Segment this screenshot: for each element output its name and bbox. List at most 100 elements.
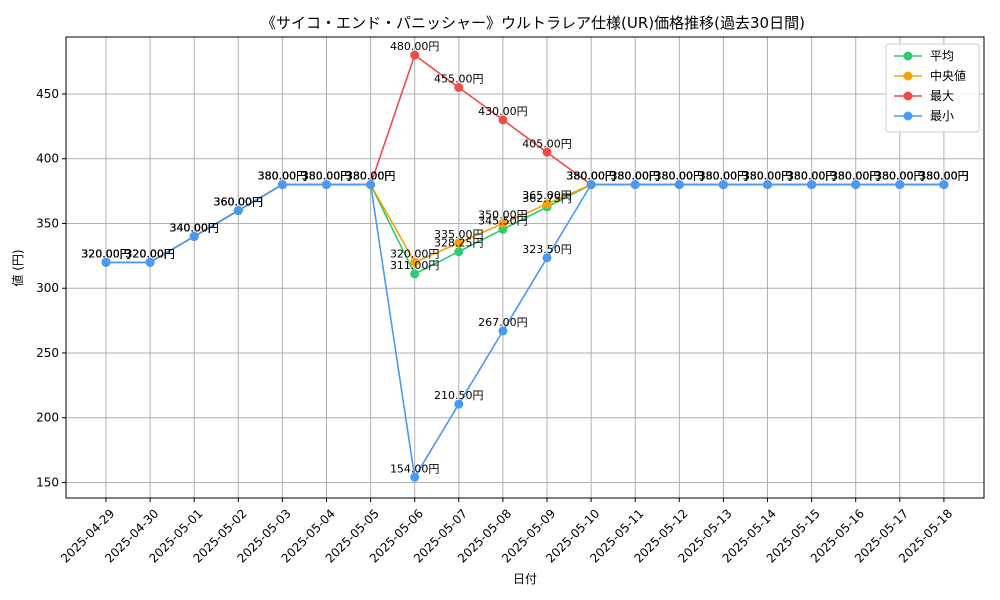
data-label-最小: 323.50円 xyxy=(522,243,572,256)
data-point-最大 xyxy=(498,115,508,125)
data-label-最小: 210.50円 xyxy=(434,389,484,402)
data-label-最小: 380.00円 xyxy=(258,170,308,183)
series-line-最小 xyxy=(106,183,944,479)
data-label-最小: 380.00円 xyxy=(743,170,793,183)
data-label-最小: 267.00円 xyxy=(478,316,528,329)
legend-label-最大: 最大 xyxy=(930,89,954,103)
data-label-平均: 320.00円 xyxy=(81,247,131,260)
data-point-最小 xyxy=(542,253,552,263)
data-label-平均: 362.75円 xyxy=(522,192,572,205)
data-label-中央値: 380.00円 xyxy=(610,170,660,183)
grid xyxy=(66,37,984,498)
data-label-最小: 380.00円 xyxy=(346,170,396,183)
data-point-中央値 xyxy=(498,218,508,228)
legend-box xyxy=(885,43,980,133)
y-tick-label: 250 xyxy=(36,346,59,360)
data-point-中央値 xyxy=(410,257,420,267)
data-label-中央値: 340.00円 xyxy=(169,221,219,234)
data-point-平均 xyxy=(410,269,420,279)
y-tick-label: 200 xyxy=(36,411,59,425)
data-label-中央値: 320.00円 xyxy=(125,247,175,260)
data-label-最大: 320.00円 xyxy=(125,247,175,260)
data-label-最大: 380.00円 xyxy=(610,170,660,183)
data-point-最小 xyxy=(807,180,817,190)
data-label-最大: 380.00円 xyxy=(875,170,925,183)
data-label-最大: 455.00円 xyxy=(434,73,484,86)
data-point-最小 xyxy=(410,472,420,482)
data-label-平均: 380.00円 xyxy=(875,170,925,183)
data-label-平均: 380.00円 xyxy=(699,170,749,183)
data-label-平均: 380.00円 xyxy=(610,170,660,183)
legend-label-中央値: 中央値 xyxy=(930,68,966,83)
data-label-最大: 380.00円 xyxy=(258,170,308,183)
data-point-最小 xyxy=(851,180,861,190)
data-label-平均: 380.00円 xyxy=(566,170,616,183)
data-point-最小 xyxy=(145,257,155,267)
data-label-中央値: 380.00円 xyxy=(258,170,308,183)
data-label-最小: 154.00円 xyxy=(390,462,440,475)
data-label-最大: 380.00円 xyxy=(346,170,396,183)
data-label-中央値: 335.00円 xyxy=(434,228,484,241)
legend-marker-平均 xyxy=(903,51,913,61)
legend-marker-最小 xyxy=(903,111,913,121)
data-label-最小: 380.00円 xyxy=(787,170,837,183)
data-label-中央値: 380.00円 xyxy=(787,170,837,183)
data-label-中央値: 380.00円 xyxy=(566,170,616,183)
legend-label-平均: 平均 xyxy=(930,49,954,63)
data-label-最小: 380.00円 xyxy=(699,170,749,183)
data-label-最小: 380.00円 xyxy=(655,170,705,183)
data-label-中央値: 380.00円 xyxy=(655,170,705,183)
data-point-最小 xyxy=(674,180,684,190)
y-tick-label: 350 xyxy=(36,216,59,230)
plot-frame xyxy=(65,36,985,499)
data-point-最小 xyxy=(498,326,508,336)
series-layer xyxy=(101,50,949,482)
data-label-平均: 311.00円 xyxy=(390,259,440,272)
y-tick-label: 300 xyxy=(36,281,59,295)
data-point-最小 xyxy=(189,231,199,241)
x-axis-label: 日付 xyxy=(513,572,537,586)
data-label-最大: 380.00円 xyxy=(566,170,616,183)
data-label-最大: 380.00円 xyxy=(787,170,837,183)
data-point-最大 xyxy=(542,147,552,157)
data-label-平均: 380.00円 xyxy=(787,170,837,183)
data-label-平均: 360.00円 xyxy=(214,196,264,209)
data-label-平均: 380.00円 xyxy=(831,170,881,183)
data-label-最小: 360.00円 xyxy=(214,196,264,209)
data-label-中央値: 380.00円 xyxy=(699,170,749,183)
data-point-平均 xyxy=(454,247,464,257)
data-label-平均: 380.00円 xyxy=(258,170,308,183)
data-label-最小: 380.00円 xyxy=(302,170,352,183)
data-label-中央値: 380.00円 xyxy=(346,170,396,183)
data-point-最小 xyxy=(718,180,728,190)
data-point-最大 xyxy=(410,50,420,60)
data-label-中央値: 365.00円 xyxy=(522,189,572,202)
data-label-平均: 380.00円 xyxy=(302,170,352,183)
data-labels: 320.00円320.00円340.00円360.00円380.00円380.0… xyxy=(81,40,968,475)
data-label-最大: 320.00円 xyxy=(81,247,131,260)
data-label-平均: 380.00円 xyxy=(346,170,396,183)
data-label-最大: 380.00円 xyxy=(302,170,352,183)
data-label-最小: 380.00円 xyxy=(919,170,969,183)
data-label-平均: 320.00円 xyxy=(125,247,175,260)
data-label-平均: 380.00円 xyxy=(743,170,793,183)
data-label-最大: 380.00円 xyxy=(919,170,969,183)
data-point-最小 xyxy=(366,180,376,190)
data-point-最小 xyxy=(277,180,287,190)
data-label-最大: 380.00円 xyxy=(831,170,881,183)
data-label-最小: 380.00円 xyxy=(831,170,881,183)
data-label-平均: 380.00円 xyxy=(655,170,705,183)
data-label-最小: 320.00円 xyxy=(81,247,131,260)
data-label-最大: 380.00円 xyxy=(743,170,793,183)
data-label-最小: 380.00円 xyxy=(875,170,925,183)
data-label-最大: 430.00円 xyxy=(478,105,528,118)
data-point-中央値 xyxy=(542,199,552,209)
data-label-平均: 345.50円 xyxy=(478,214,528,227)
y-axis-label: 値 (円) xyxy=(10,249,25,286)
data-label-中央値: 360.00円 xyxy=(214,196,264,209)
data-point-最小 xyxy=(763,180,772,190)
data-label-最大: 405.00円 xyxy=(522,137,572,150)
